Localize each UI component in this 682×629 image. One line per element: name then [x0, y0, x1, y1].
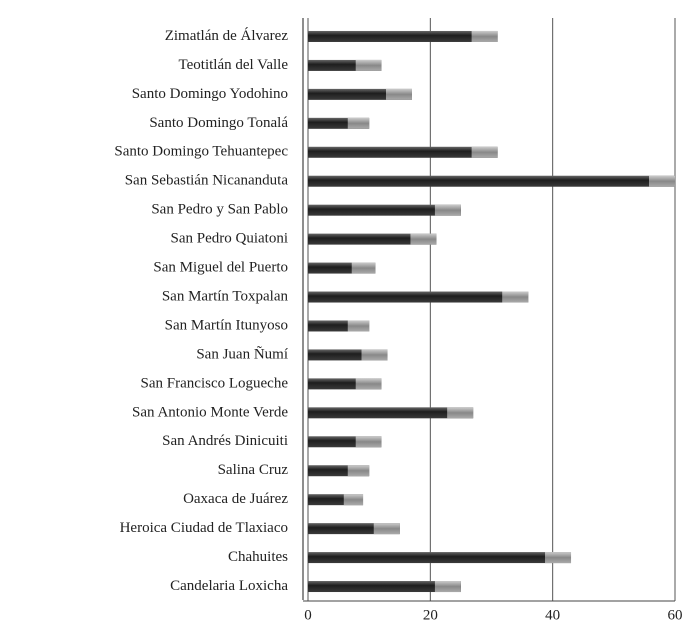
bar [308, 552, 572, 564]
bar [308, 30, 498, 42]
bar-cap [347, 117, 370, 129]
y-tick-label: San Martín Toxpalan [162, 288, 289, 304]
bar [308, 291, 529, 303]
bar-cap [385, 88, 412, 100]
bar-cap [355, 436, 382, 448]
bar [308, 320, 370, 332]
y-tick-label: Santo Domingo Tehuantepec [114, 144, 288, 160]
y-tick-label: Candelaria Loxicha [170, 578, 288, 594]
bar-cap [373, 523, 400, 535]
bar [308, 436, 382, 448]
y-tick-label: Zimatlán de Álvarez [165, 27, 289, 44]
bar-cap [355, 378, 382, 390]
y-tick-label: Oaxaca de Juárez [183, 491, 288, 507]
y-tick-label: San Miguel del Puerto [153, 260, 288, 276]
y-tick-label: Santo Domingo Yodohino [132, 86, 288, 102]
bar [308, 117, 370, 129]
x-tick-label: 20 [423, 607, 438, 623]
y-tick-label: San Francisco Logueche [141, 375, 289, 391]
bar-cap [649, 175, 675, 187]
bar [308, 59, 382, 71]
x-tick-label: 40 [545, 607, 560, 623]
bar [308, 465, 370, 477]
y-tick-label: San Andrés Dinicuiti [162, 433, 288, 449]
bar [308, 378, 382, 390]
y-tick-label: San Juan Ñumí [196, 346, 288, 362]
bar-cap [343, 494, 364, 506]
y-tick-label: Santo Domingo Tonalá [149, 115, 288, 131]
bar-cap [471, 30, 498, 42]
y-tick-label: San Pedro Quiatoni [171, 231, 289, 247]
bar-cap [361, 349, 388, 361]
bar [308, 175, 675, 187]
bar [308, 233, 437, 245]
x-tick-label: 0 [304, 607, 312, 623]
bar [308, 204, 461, 216]
bar-cap [434, 581, 461, 593]
bar-cap [502, 291, 529, 303]
bar-cap [471, 146, 498, 158]
bar [308, 349, 388, 361]
bar [308, 494, 364, 506]
bar-cap [434, 204, 461, 216]
y-tick-label: San Antonio Monte Verde [132, 404, 288, 420]
y-tick-label: Salina Cruz [218, 462, 289, 478]
bar [308, 523, 400, 535]
bar [308, 88, 412, 100]
y-tick-label: San Sebastián Nicananduta [125, 173, 289, 189]
bar-cap [351, 262, 376, 274]
bar-cap [447, 407, 474, 419]
y-tick-label: Heroica Ciudad de Tlaxiaco [120, 520, 288, 536]
bar-cap [347, 465, 370, 477]
y-tick-label: San Martín Itunyoso [165, 317, 288, 333]
y-tick-label: Teotitlán del Valle [179, 57, 289, 73]
bar-cap [347, 320, 370, 332]
bar [308, 581, 461, 593]
bar [308, 262, 376, 274]
bar [308, 407, 474, 419]
bar-cap [545, 552, 572, 564]
bar-cap [355, 59, 382, 71]
y-tick-label: Chahuites [228, 549, 288, 565]
bar [308, 146, 498, 158]
x-tick-label: 60 [668, 607, 682, 623]
bar-cap [410, 233, 437, 245]
y-tick-label: San Pedro y San Pablo [151, 202, 288, 218]
